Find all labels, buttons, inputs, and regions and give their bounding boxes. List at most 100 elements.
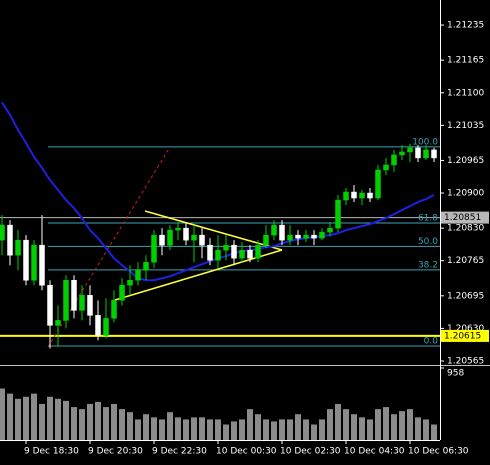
volume-bar: [279, 419, 285, 440]
lines-layer: [0, 146, 440, 347]
candle-body: [31, 244, 37, 281]
volume-bar: [311, 424, 317, 440]
fibo-label: 61.8: [418, 213, 438, 223]
volume-bar: [71, 407, 77, 440]
candle-body: [95, 315, 101, 336]
volume-bar: [223, 424, 229, 440]
volume-bar: [143, 414, 149, 440]
price-label: 1.20851: [444, 213, 481, 223]
candle-body: [415, 147, 421, 159]
fibo-label: 0.0: [424, 336, 439, 346]
candle-body: [295, 234, 301, 239]
volume-bar: [87, 403, 93, 440]
volume-bar: [111, 403, 117, 440]
volume-bar: [399, 411, 405, 440]
candle-body: [359, 192, 365, 199]
y-tick-label: 1.20630: [447, 324, 484, 334]
candle-body: [271, 224, 277, 236]
volume-bar: [95, 401, 101, 440]
candle-body: [111, 300, 117, 319]
fibo-label: 50.0: [418, 237, 438, 247]
volume-bar: [231, 421, 237, 440]
fibo-label: 100.0: [412, 137, 438, 147]
volume-bar: [199, 417, 205, 440]
candle-body: [39, 244, 45, 286]
candle-body: [431, 149, 437, 159]
candle-body: [47, 285, 53, 326]
candle-body: [23, 239, 29, 281]
candle-body: [135, 269, 141, 281]
volume-bar: [63, 400, 69, 440]
volume-bar: [303, 419, 309, 440]
volume-bar: [119, 409, 125, 440]
fibo-label: 38.2: [418, 260, 438, 270]
price-label: 1.20615: [444, 331, 481, 341]
candle-body: [103, 318, 109, 336]
candle-body: [159, 234, 165, 246]
volume-bar: [383, 407, 389, 440]
volume-bar: [407, 409, 413, 440]
volume-bar: [159, 419, 165, 440]
volume-bar: [79, 409, 85, 440]
volume-bar: [215, 419, 221, 440]
candle-body: [423, 149, 429, 159]
candle-body: [191, 234, 197, 241]
candle-body: [311, 234, 317, 239]
volume-bar: [167, 412, 173, 440]
candle-body: [231, 244, 237, 259]
volume-bar: [175, 417, 181, 440]
volume-bar: [391, 414, 397, 440]
x-tick-label: 10 Dec 02:30: [280, 447, 341, 457]
volume-bar: [31, 393, 37, 440]
candle-body: [375, 169, 381, 199]
x-tick-label: 10 Dec 04:30: [344, 447, 405, 457]
y-tick-label: 1.20695: [447, 291, 484, 301]
candle-body: [319, 231, 325, 239]
triangle-line: [114, 249, 283, 301]
candle-body: [327, 227, 333, 233]
x-tick-label: 9 Dec 18:30: [24, 447, 79, 457]
y-tick-label: 1.20830: [447, 224, 484, 234]
candle-body: [391, 154, 397, 166]
volume-bar: [239, 419, 245, 440]
candle-body: [407, 147, 413, 153]
volume-bar: [151, 417, 157, 440]
candle-body: [223, 244, 229, 251]
volume-bar: [359, 417, 365, 440]
triangle-line: [144, 210, 283, 251]
volume-bar: [431, 424, 437, 440]
candle-body: [255, 244, 261, 259]
x-tick-label: 9 Dec 20:30: [88, 447, 143, 457]
candle-body: [0, 224, 5, 241]
volume-bar: [287, 419, 293, 440]
volume-bar: [327, 409, 333, 440]
volume-bar: [255, 414, 261, 440]
volume-bar: [423, 419, 429, 440]
candle-body: [343, 191, 349, 201]
volume-bar: [0, 388, 5, 440]
volume-bar: [23, 396, 29, 440]
price-label-box: [441, 211, 489, 224]
candle-body: [55, 320, 61, 326]
volume-bar: [207, 419, 213, 440]
candle-body: [71, 280, 77, 311]
y-tick-label: 1.21100: [447, 88, 484, 98]
candle-body: [287, 234, 293, 241]
candle-body: [247, 249, 253, 259]
volume-bar: [319, 419, 325, 440]
candle-body: [143, 261, 149, 271]
x-tick-label: 9 Dec 22:30: [152, 447, 207, 457]
candle-body: [351, 191, 357, 199]
y-tick-label: 1.20565: [447, 356, 484, 366]
candle-body: [79, 295, 85, 311]
candle-body: [207, 244, 213, 261]
volume-bar: [47, 396, 53, 440]
candle-body: [279, 224, 285, 241]
candle-body: [263, 234, 269, 246]
candle-body: [63, 280, 69, 321]
candle-body: [127, 280, 133, 286]
candle-body: [183, 227, 189, 241]
